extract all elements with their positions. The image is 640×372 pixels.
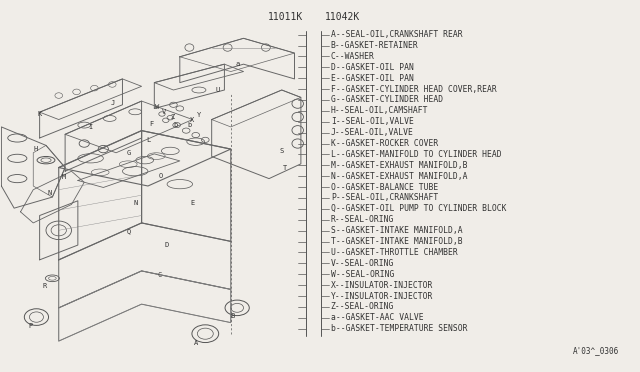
- Text: A'03^_0306: A'03^_0306: [573, 346, 620, 355]
- Text: 11011K: 11011K: [268, 12, 303, 22]
- Text: C: C: [157, 272, 161, 278]
- Text: N: N: [133, 200, 138, 206]
- Text: I--SEAL-OIL,VALVE: I--SEAL-OIL,VALVE: [331, 117, 413, 126]
- Text: R--SEAL-ORING: R--SEAL-ORING: [331, 215, 394, 224]
- Text: Q--GASKET-OIL PUMP TO CYLINDER BLOCK: Q--GASKET-OIL PUMP TO CYLINDER BLOCK: [331, 204, 506, 214]
- Text: G--GASKET-CYLINDER HEAD: G--GASKET-CYLINDER HEAD: [331, 96, 443, 105]
- Text: Y: Y: [197, 112, 201, 118]
- Text: Y--INSULATOR-INJECTOR: Y--INSULATOR-INJECTOR: [331, 292, 433, 301]
- Text: T: T: [283, 164, 287, 170]
- Text: Q: Q: [127, 228, 131, 234]
- Text: K--GASKET-ROCKER COVER: K--GASKET-ROCKER COVER: [331, 139, 438, 148]
- Text: N: N: [47, 190, 51, 196]
- Text: H: H: [34, 146, 38, 152]
- Text: A--SEAL-OIL,CRANKSHAFT REAR: A--SEAL-OIL,CRANKSHAFT REAR: [331, 30, 463, 39]
- Text: a--GASKET-AAC VALVE: a--GASKET-AAC VALVE: [331, 313, 424, 322]
- Text: P: P: [28, 323, 32, 329]
- Text: N--GASKET-EXHAUST MANIFOLD,A: N--GASKET-EXHAUST MANIFOLD,A: [331, 172, 467, 181]
- Text: b: b: [174, 122, 178, 128]
- Text: A: A: [194, 340, 198, 346]
- Text: C--WASHER: C--WASHER: [331, 52, 374, 61]
- Text: a: a: [235, 61, 239, 67]
- Text: G: G: [127, 150, 131, 156]
- Text: R: R: [43, 283, 47, 289]
- Text: W: W: [156, 105, 159, 110]
- Text: U: U: [216, 87, 220, 93]
- Text: E: E: [191, 200, 195, 206]
- Text: Z--SEAL-ORING: Z--SEAL-ORING: [331, 302, 394, 311]
- Text: b: b: [188, 122, 191, 128]
- Text: 11042K: 11042K: [324, 12, 360, 22]
- Text: D: D: [165, 242, 169, 248]
- Text: F--GASKET-CYLINDER HEAD COVER,REAR: F--GASKET-CYLINDER HEAD COVER,REAR: [331, 84, 497, 94]
- Text: L--GASKET-MANIFOLD TO CYLINDER HEAD: L--GASKET-MANIFOLD TO CYLINDER HEAD: [331, 150, 502, 159]
- Text: V: V: [162, 109, 166, 115]
- Text: W--SEAL-ORING: W--SEAL-ORING: [331, 270, 394, 279]
- Text: I: I: [88, 124, 93, 130]
- Text: X: X: [191, 116, 195, 122]
- Text: B--GASKET-RETAINER: B--GASKET-RETAINER: [331, 41, 419, 50]
- Text: U--GASKET-THROTTLE CHAMBER: U--GASKET-THROTTLE CHAMBER: [331, 248, 458, 257]
- Text: L: L: [146, 137, 150, 143]
- Text: O: O: [159, 173, 163, 179]
- Text: B: B: [230, 313, 235, 319]
- Text: F: F: [149, 121, 153, 127]
- Text: D--GASKET-OIL PAN: D--GASKET-OIL PAN: [331, 63, 413, 72]
- Text: J--SEAL-OIL,VALVE: J--SEAL-OIL,VALVE: [331, 128, 413, 137]
- Text: H--SEAL-OIL,CAMSHAFT: H--SEAL-OIL,CAMSHAFT: [331, 106, 428, 115]
- Text: T--GASKET-INTAKE MANIFOLD,B: T--GASKET-INTAKE MANIFOLD,B: [331, 237, 463, 246]
- Text: S--GASKET-INTAKE MANIFOLD,A: S--GASKET-INTAKE MANIFOLD,A: [331, 226, 463, 235]
- Text: M--GASKET-EXHAUST MANIFOLD,B: M--GASKET-EXHAUST MANIFOLD,B: [331, 161, 467, 170]
- Text: J: J: [111, 100, 115, 106]
- Text: M: M: [61, 174, 66, 180]
- Text: E--GASKET-OIL PAN: E--GASKET-OIL PAN: [331, 74, 413, 83]
- Text: K: K: [38, 111, 42, 117]
- Text: V--SEAL-ORING: V--SEAL-ORING: [331, 259, 394, 268]
- Text: S: S: [280, 148, 284, 154]
- Text: b--GASKET-TEMPERATURE SENSOR: b--GASKET-TEMPERATURE SENSOR: [331, 324, 467, 333]
- Text: X--INSULATOR-INJECTOR: X--INSULATOR-INJECTOR: [331, 280, 433, 290]
- Text: Z: Z: [170, 113, 174, 119]
- Text: O--GASKET-BALANCE TUBE: O--GASKET-BALANCE TUBE: [331, 183, 438, 192]
- Text: P--SEAL-OIL,CRANKSHAFT: P--SEAL-OIL,CRANKSHAFT: [331, 193, 438, 202]
